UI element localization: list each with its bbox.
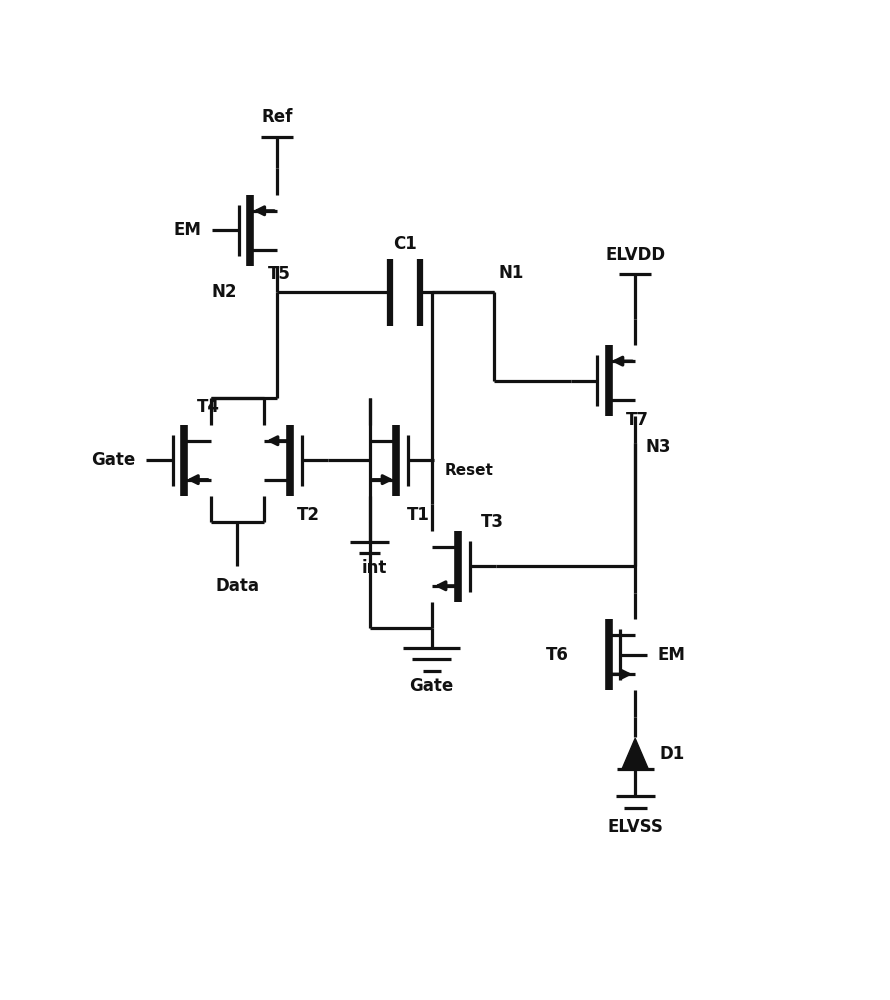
Text: T2: T2 [297, 506, 320, 524]
Text: D1: D1 [659, 745, 685, 763]
Text: EM: EM [174, 221, 202, 239]
Text: T3: T3 [481, 513, 504, 531]
Text: ELVDD: ELVDD [605, 246, 665, 264]
Text: T5: T5 [268, 265, 291, 283]
Text: T6: T6 [546, 646, 569, 664]
Text: T7: T7 [627, 411, 650, 429]
Text: Gate: Gate [409, 677, 454, 695]
Text: ELVSS: ELVSS [607, 818, 663, 836]
Text: Ref: Ref [262, 108, 293, 126]
Text: N1: N1 [498, 264, 523, 282]
Text: T4: T4 [198, 398, 221, 416]
Text: Gate: Gate [91, 451, 135, 469]
Text: N3: N3 [646, 438, 671, 456]
Text: Data: Data [215, 577, 259, 595]
Text: int: int [361, 559, 387, 577]
Text: C1: C1 [393, 235, 417, 253]
Text: N2: N2 [212, 283, 237, 301]
Text: EM: EM [658, 646, 685, 664]
Text: T1: T1 [407, 506, 430, 524]
Polygon shape [622, 738, 649, 769]
Text: Reset: Reset [445, 463, 494, 478]
